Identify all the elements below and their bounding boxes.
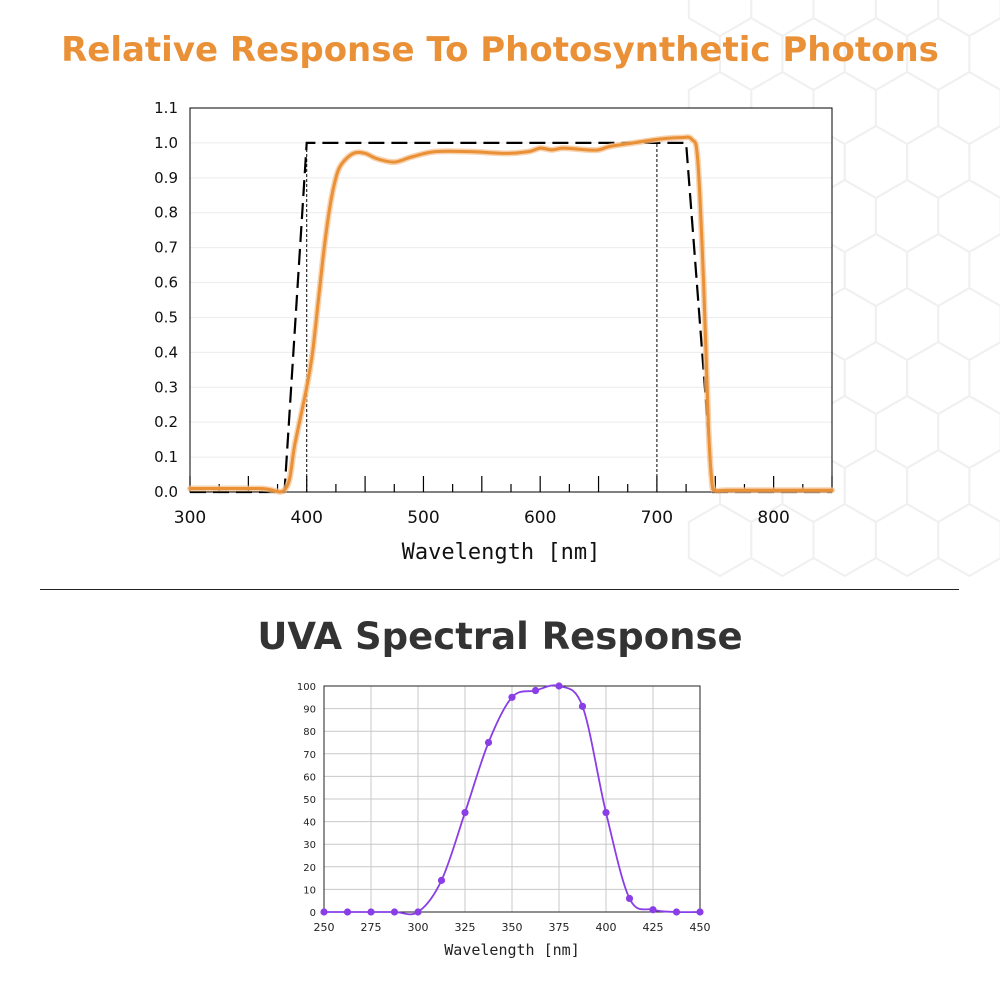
chart2-data-point xyxy=(343,908,352,916)
chart2-data-point xyxy=(649,906,657,914)
chart1-plot-frame xyxy=(189,107,833,493)
chart2-y-tick-label: 0 xyxy=(310,908,316,919)
chart2-y-tick-label: 60 xyxy=(303,772,316,783)
chart1-y-tick-label: 1.0 xyxy=(154,134,178,152)
chart2-x-tick-label: 325 xyxy=(455,921,476,934)
chart2-y-tick-label: 20 xyxy=(303,863,316,874)
chart2-x-tick-label: 375 xyxy=(549,921,570,934)
chart1-y-tick-label: 0.1 xyxy=(154,448,178,466)
chart1-x-tick-label: 300 xyxy=(174,508,206,528)
chart2-data-point xyxy=(414,908,422,916)
chart2-data-point xyxy=(437,876,446,884)
chart1-y-tick-label: 0.4 xyxy=(154,343,178,361)
chart2-y-tick-label: 80 xyxy=(303,727,316,738)
chart1-title: Relative Response To Photosynthetic Phot… xyxy=(61,30,939,70)
chart2-plot-frame xyxy=(323,685,701,913)
chart1-y-tick-label: 0.7 xyxy=(154,239,178,257)
chart1-y-tick-label: 1.1 xyxy=(154,99,178,117)
chart2-y-tick-label: 70 xyxy=(303,750,316,761)
chart2-data-point xyxy=(696,908,704,916)
chart1-y-tick-label: 0.8 xyxy=(154,204,178,222)
chart1-x-tick-label: 500 xyxy=(407,508,439,528)
chart2-x-axis-label: Wavelength [nm] xyxy=(444,941,579,959)
chart1-y-tick-label: 0.9 xyxy=(154,169,178,187)
chart1-x-tick-label: 400 xyxy=(291,508,323,528)
hexagon-cell-64 xyxy=(937,502,1000,578)
chart2-x-tick-label: 425 xyxy=(643,921,664,934)
chart2-data-point xyxy=(320,908,328,916)
chart2-y-tick-label: 100 xyxy=(297,682,316,693)
chart2-y-tick-label: 10 xyxy=(303,885,316,896)
chart2-y-tick-label: 40 xyxy=(303,818,316,829)
chart2-data-point xyxy=(578,702,587,710)
chart1-y-tick-label: 0.3 xyxy=(154,378,178,396)
chart2-data-point xyxy=(602,808,610,817)
chart2-x-tick-label: 250 xyxy=(314,921,335,934)
chart2-data-point xyxy=(367,908,375,916)
section-divider xyxy=(40,589,959,590)
chart1-y-tick-label: 0.2 xyxy=(154,413,178,431)
chart2-y-tick-label: 50 xyxy=(303,795,316,806)
chart2-x-tick-label: 350 xyxy=(502,921,523,934)
chart2-y-tick-label: 30 xyxy=(303,840,316,851)
chart2-x-tick-label: 400 xyxy=(596,921,617,934)
chart2-data-point xyxy=(531,686,540,695)
chart2-x-tick-label: 275 xyxy=(361,921,382,934)
chart2-title: UVA Spectral Response xyxy=(257,615,743,658)
chart1-x-tick-label: 700 xyxy=(641,508,673,528)
chart1-x-tick-label: 600 xyxy=(524,508,556,528)
chart1-y-tick-label: 0.0 xyxy=(154,483,178,501)
chart1-x-tick-label: 800 xyxy=(757,508,789,528)
chart2-x-tick-label: 300 xyxy=(408,921,429,934)
chart2-y-tick-label: 90 xyxy=(303,705,316,716)
chart2-data-point xyxy=(508,693,516,701)
chart2-data-point xyxy=(484,738,493,747)
chart1-x-axis-label: Wavelength [nm] xyxy=(402,540,601,565)
chart1-y-tick-label: 0.6 xyxy=(154,274,178,292)
chart2-data-point xyxy=(555,682,563,690)
chart2-data-point xyxy=(390,908,399,916)
photosynthetic-response-chart: 0.0 0.1 0.2 0.3 0.4 0.5 0.6 0.7 0.8 0.9 1.0 1.1 300 4… xyxy=(154,99,835,565)
chart2-data-point xyxy=(672,908,681,916)
chart2-data-point xyxy=(461,808,469,817)
chart1-y-tick-label: 0.5 xyxy=(154,308,178,326)
chart1-measured-response-line xyxy=(188,135,834,494)
chart2-data-point xyxy=(625,894,634,903)
chart2-x-tick-label: 450 xyxy=(690,921,711,934)
